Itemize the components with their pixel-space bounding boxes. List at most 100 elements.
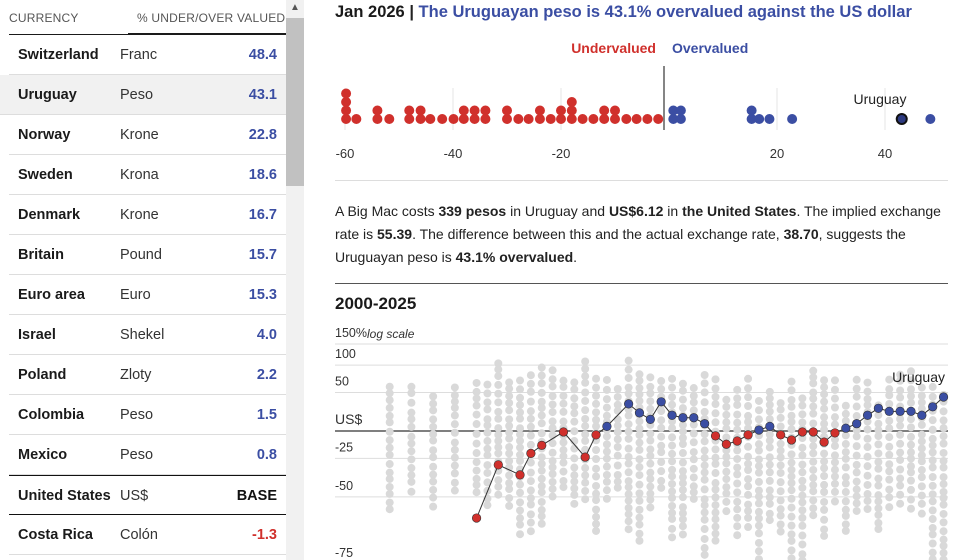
- other-country-dot: [526, 379, 535, 388]
- y-tick-label: 50: [335, 374, 349, 388]
- other-country-dot: [494, 359, 503, 368]
- other-country-dot: [711, 529, 720, 538]
- country-name: Euro area: [18, 287, 85, 303]
- country-dot: [502, 114, 512, 124]
- other-country-dot: [689, 438, 698, 447]
- other-country-dot: [548, 400, 557, 409]
- other-country-dot: [526, 527, 535, 536]
- other-country-dot: [765, 407, 774, 416]
- country-dot: [469, 114, 480, 124]
- uruguay-point: [667, 410, 677, 420]
- other-country-dot: [505, 421, 514, 430]
- other-country-dot: [472, 474, 481, 483]
- other-country-dot: [733, 394, 742, 403]
- other-country-dot: [700, 437, 709, 446]
- country-dot: [599, 114, 610, 124]
- other-country-dot: [917, 491, 926, 500]
- table-row[interactable]: Mexico Peso 0.8: [9, 435, 286, 475]
- other-country-dot: [863, 378, 872, 387]
- table-row[interactable]: Uruguay Peso 43.1: [0, 75, 286, 115]
- table-row[interactable]: Britain Pound 15.7: [9, 235, 286, 275]
- other-country-dot: [754, 396, 763, 405]
- currency-table: CURRENCY % UNDER/OVER VALUED Switzerland…: [0, 0, 286, 560]
- other-country-dot: [548, 382, 557, 391]
- other-country-dot: [657, 416, 666, 425]
- local-price: 339 pesos: [438, 203, 507, 219]
- other-country-dot: [613, 471, 622, 480]
- column-header-value-sorted[interactable]: % UNDER/OVER VALUED: [128, 0, 286, 35]
- other-country-dot: [754, 468, 763, 477]
- other-country-dot: [939, 416, 948, 425]
- other-country-dot: [765, 453, 774, 462]
- table-row[interactable]: Poland Zloty 2.2: [9, 355, 286, 395]
- other-country-dot: [537, 474, 546, 483]
- other-country-dot: [820, 457, 829, 466]
- other-country-dot: [407, 487, 416, 496]
- table-row[interactable]: Norway Krone 22.8: [9, 115, 286, 155]
- other-country-dot: [385, 427, 394, 436]
- table-scrollbar[interactable]: ▲: [286, 0, 304, 560]
- other-country-dot: [722, 418, 731, 427]
- uruguay-point: [906, 406, 916, 416]
- other-country-dot: [906, 454, 915, 463]
- table-row[interactable]: Euro area Euro 15.3: [9, 275, 286, 315]
- other-country-dot: [722, 489, 731, 498]
- other-country-dot: [537, 363, 546, 372]
- other-country-dot: [516, 520, 525, 529]
- other-country-dot: [896, 455, 905, 464]
- other-country-dot: [885, 442, 894, 451]
- table-row[interactable]: Denmark Krone 16.7: [9, 195, 286, 235]
- other-country-dot: [526, 431, 535, 440]
- other-country-dot: [526, 468, 535, 477]
- other-country-dot: [809, 487, 818, 496]
- table-row[interactable]: Costa Rica Colón -1.3: [9, 515, 286, 555]
- country-name: Colombia: [18, 407, 85, 423]
- country-dot: [351, 114, 362, 124]
- other-country-dot: [472, 439, 481, 448]
- table-row[interactable]: United States US$ BASE: [9, 475, 286, 515]
- other-country-dot: [765, 415, 774, 424]
- uruguay-point: [493, 460, 503, 470]
- other-country-dot: [570, 417, 579, 426]
- currency-name: Shekel: [120, 327, 165, 343]
- other-country-dot: [570, 385, 579, 394]
- other-country-dot: [624, 411, 633, 420]
- other-country-dot: [787, 478, 796, 487]
- table-row[interactable]: Switzerland Franc 48.4: [9, 35, 286, 75]
- column-header-currency[interactable]: CURRENCY: [9, 11, 79, 25]
- other-country-dot: [407, 415, 416, 424]
- other-country-dot: [494, 476, 503, 485]
- country-dot: [341, 97, 352, 107]
- table-row[interactable]: Sweden Krona 18.6: [9, 155, 286, 195]
- other-country-dot: [820, 531, 829, 540]
- other-country-dot: [798, 483, 807, 492]
- other-country-dot: [809, 442, 818, 451]
- other-country-dot: [494, 414, 503, 423]
- other-country-dot: [939, 456, 948, 465]
- other-country-dot: [820, 425, 829, 434]
- valuation-value: 4.0: [256, 327, 277, 343]
- other-country-dot: [472, 466, 481, 475]
- other-country-dot: [798, 468, 807, 477]
- scrollbar-thumb[interactable]: [286, 18, 304, 186]
- other-country-dot: [516, 506, 525, 515]
- other-country-dot: [570, 499, 579, 508]
- other-country-dot: [809, 473, 818, 482]
- other-country-dot: [613, 421, 622, 430]
- other-country-dot: [592, 496, 601, 505]
- table-row[interactable]: Colombia Peso 1.5: [9, 395, 286, 435]
- other-country-dot: [765, 486, 774, 495]
- other-country-dot: [559, 407, 568, 416]
- scroll-up-arrow-icon[interactable]: ▲: [290, 2, 300, 13]
- other-country-dot: [526, 486, 535, 495]
- other-country-dot: [635, 463, 644, 472]
- other-country-dot: [852, 506, 861, 515]
- other-country-dot: [624, 365, 633, 374]
- other-country-dot: [852, 384, 861, 393]
- other-country-dot: [820, 390, 829, 399]
- table-row[interactable]: Israel Shekel 4.0: [9, 315, 286, 355]
- other-country-dot: [657, 483, 666, 492]
- other-country-dot: [776, 468, 785, 477]
- other-country-dot: [570, 471, 579, 480]
- other-country-dot: [581, 478, 590, 487]
